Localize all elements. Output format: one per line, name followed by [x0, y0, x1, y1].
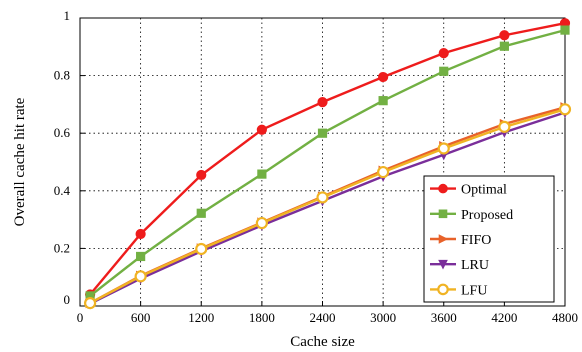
data-point: [196, 208, 206, 218]
series-layer: [84, 18, 572, 310]
legend-label: LFU: [461, 283, 487, 298]
x-tick-label: 4800: [552, 310, 578, 325]
series-lfu: [84, 103, 572, 310]
data-point: [316, 191, 329, 204]
y-tick-label: 0.8: [54, 68, 70, 83]
legend-label: Proposed: [461, 208, 513, 223]
x-tick-label: 1200: [188, 310, 214, 325]
x-tick-label: 4200: [491, 310, 517, 325]
x-tick-label: 2400: [310, 310, 336, 325]
series-proposed: [85, 25, 570, 301]
x-tick-label: 1800: [249, 310, 275, 325]
data-point: [85, 291, 95, 301]
legend-label: Optimal: [461, 183, 507, 198]
legend-label: LRU: [461, 258, 489, 273]
data-point: [437, 283, 449, 296]
y-tick-label: 0.2: [54, 240, 70, 255]
data-point: [437, 142, 450, 155]
legend-label: FIFO: [461, 233, 491, 248]
y-tick-label: 0.4: [54, 183, 71, 198]
data-point: [136, 251, 146, 262]
axis-ticks: 0 600 1200 1800 2400 3000 3600 4200 4800 0 0.2 0.4 0…: [54, 8, 578, 325]
legend-item: LRU: [430, 258, 489, 273]
y-tick-label: 0: [64, 292, 71, 307]
data-point: [499, 30, 510, 41]
data-point: [438, 209, 448, 219]
data-point: [134, 270, 147, 283]
data-point: [196, 169, 207, 181]
data-point: [195, 242, 208, 256]
y-axis-title: Overall cache hit rate: [12, 97, 28, 226]
data-point: [84, 297, 97, 310]
x-tick-label: 3000: [370, 310, 396, 325]
data-point: [256, 124, 267, 135]
data-point: [257, 169, 267, 179]
legend-item: FIFO: [430, 233, 491, 248]
legend: Optimal Proposed FIFO LRU LFU: [423, 175, 555, 303]
data-point: [317, 96, 328, 108]
x-axis-title: Cache size: [290, 334, 355, 350]
data-point: [560, 25, 570, 35]
x-tick-label: 3600: [431, 310, 457, 325]
data-point: [439, 66, 449, 76]
data-point: [255, 216, 268, 230]
legend-item: LFU: [430, 283, 487, 298]
data-point: [438, 234, 449, 244]
data-point: [499, 41, 509, 51]
data-point: [438, 259, 448, 270]
legend-item: Optimal: [430, 183, 507, 198]
data-point: [498, 120, 511, 133]
data-point: [558, 103, 572, 116]
y-tick-label: 1: [64, 8, 71, 23]
data-point: [377, 165, 390, 179]
data-point: [438, 183, 448, 194]
y-tick-label: 0.6: [54, 125, 71, 140]
data-point: [378, 96, 388, 106]
data-point: [438, 48, 449, 59]
x-tick-label: 0: [77, 310, 84, 325]
x-tick-label: 600: [131, 310, 151, 325]
data-point: [317, 128, 328, 138]
data-point: [135, 228, 146, 240]
legend-item: Proposed: [430, 208, 513, 223]
data-point: [378, 71, 389, 83]
